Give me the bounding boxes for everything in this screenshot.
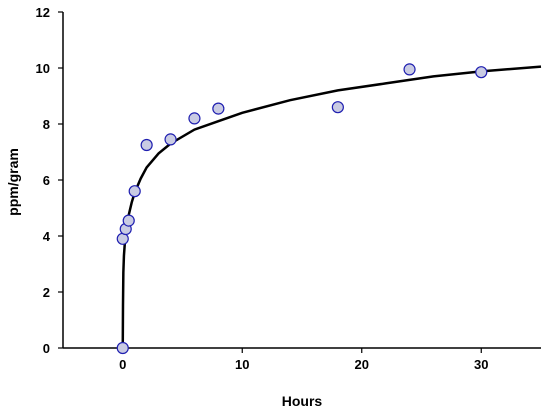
data-point (403, 63, 416, 76)
x-tick-label: 0 (119, 357, 126, 372)
data-point (331, 101, 344, 114)
data-point (128, 185, 141, 198)
y-axis-title: ppm/gram (5, 148, 21, 216)
y-tick-label: 4 (43, 229, 51, 244)
plot-area (62, 12, 541, 349)
x-tick-label: 30 (474, 357, 488, 372)
data-point (212, 102, 225, 115)
y-tick-label: 8 (43, 117, 50, 132)
y-tick-label: 6 (43, 173, 50, 188)
fit-curve-line (121, 65, 542, 349)
data-point (140, 138, 153, 152)
data-point (188, 112, 201, 125)
data-point (122, 214, 135, 227)
y-tick-label: 0 (43, 341, 50, 356)
data-point (164, 133, 177, 146)
x-tick-label: 10 (235, 357, 249, 372)
y-tick-label: 2 (43, 285, 50, 300)
data-point (116, 341, 129, 355)
y-tick-label: 10 (36, 61, 50, 76)
x-axis-ticks: 0 10 20 30 (119, 348, 488, 372)
data-point (475, 66, 488, 79)
y-tick-label: 12 (36, 5, 50, 20)
y-axis-ticks: 0 2 4 6 8 10 12 (36, 5, 63, 356)
x-axis-title: Hours (282, 393, 323, 409)
data-points (116, 63, 488, 355)
x-tick-label: 20 (355, 357, 369, 372)
